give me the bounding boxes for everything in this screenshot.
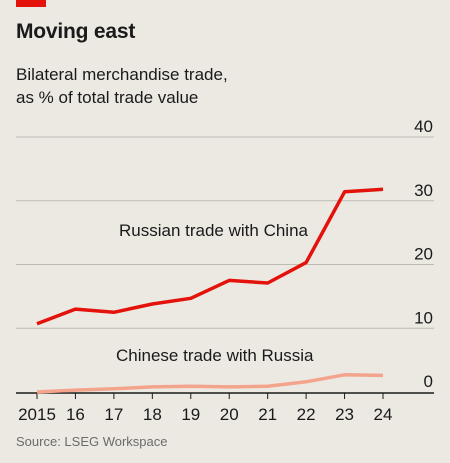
x-tick-label-17: 17 [104, 405, 123, 424]
x-tick-label-22: 22 [297, 405, 316, 424]
subtitle-line-1: Bilateral merchandise trade, [16, 65, 228, 84]
brand-tag [16, 0, 46, 7]
series-label-russia: Russian trade with China [119, 221, 309, 240]
x-tick-label-19: 19 [181, 405, 200, 424]
y-tick-label-40: 40 [414, 117, 433, 136]
source-note: Source: LSEG Workspace [16, 434, 168, 449]
y-tick-label-0: 0 [424, 372, 433, 391]
chart-subtitle: Bilateral merchandise trade, as % of tot… [16, 63, 416, 109]
x-tick-label-21: 21 [258, 405, 277, 424]
y-tick-label-30: 30 [414, 181, 433, 200]
series-label-china: Chinese trade with Russia [116, 346, 314, 365]
x-tick-label-23: 23 [335, 405, 354, 424]
x-tick-label-2015: 2015 [18, 405, 56, 424]
y-tick-label-20: 20 [414, 245, 433, 264]
series-line-china-russia [36, 373, 384, 394]
x-tick-label-16: 16 [66, 405, 85, 424]
subtitle-line-2: as % of total trade value [16, 88, 199, 107]
y-tick-label-10: 10 [414, 308, 433, 327]
x-tick-label-20: 20 [220, 405, 239, 424]
x-tick-label-18: 18 [143, 405, 162, 424]
series-line-russia-china [36, 187, 384, 326]
chart-title: Moving east [16, 20, 136, 43]
x-tick-label-24: 24 [374, 405, 393, 424]
